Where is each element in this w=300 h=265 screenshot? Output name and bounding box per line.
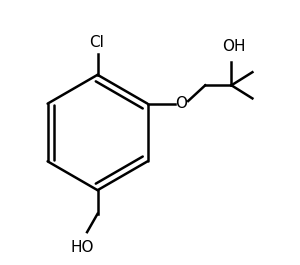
Text: O: O	[176, 96, 188, 111]
Text: HO: HO	[70, 240, 94, 255]
Text: OH: OH	[222, 39, 246, 54]
Text: Cl: Cl	[89, 35, 104, 50]
